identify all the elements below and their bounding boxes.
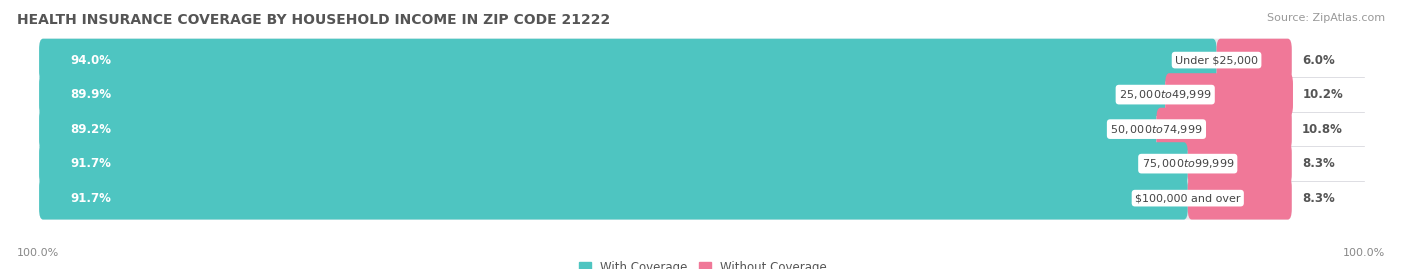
Text: 89.9%: 89.9%: [70, 88, 111, 101]
FancyBboxPatch shape: [1166, 73, 1294, 116]
FancyBboxPatch shape: [39, 177, 1292, 220]
FancyBboxPatch shape: [39, 39, 1292, 82]
FancyBboxPatch shape: [39, 73, 1166, 116]
Text: 8.3%: 8.3%: [1302, 192, 1334, 205]
Text: 8.3%: 8.3%: [1302, 157, 1334, 170]
FancyBboxPatch shape: [39, 177, 1188, 220]
Text: Source: ZipAtlas.com: Source: ZipAtlas.com: [1267, 13, 1385, 23]
Text: 6.0%: 6.0%: [1302, 54, 1334, 67]
Text: 91.7%: 91.7%: [70, 157, 111, 170]
Text: 91.7%: 91.7%: [70, 192, 111, 205]
Text: 10.8%: 10.8%: [1302, 123, 1343, 136]
Text: Under $25,000: Under $25,000: [1175, 55, 1258, 65]
FancyBboxPatch shape: [1157, 108, 1292, 151]
Text: 10.2%: 10.2%: [1303, 88, 1344, 101]
FancyBboxPatch shape: [39, 39, 1216, 82]
FancyBboxPatch shape: [39, 142, 1188, 185]
Text: $100,000 and over: $100,000 and over: [1135, 193, 1240, 203]
FancyBboxPatch shape: [39, 108, 1157, 151]
FancyBboxPatch shape: [39, 108, 1292, 151]
FancyBboxPatch shape: [39, 73, 1292, 116]
Text: 100.0%: 100.0%: [1343, 248, 1385, 258]
FancyBboxPatch shape: [1188, 142, 1292, 185]
Text: 89.2%: 89.2%: [70, 123, 111, 136]
FancyBboxPatch shape: [1188, 177, 1292, 220]
Text: $25,000 to $49,999: $25,000 to $49,999: [1119, 88, 1212, 101]
Text: $50,000 to $74,999: $50,000 to $74,999: [1111, 123, 1202, 136]
Legend: With Coverage, Without Coverage: With Coverage, Without Coverage: [574, 256, 832, 269]
Text: 100.0%: 100.0%: [17, 248, 59, 258]
Text: 94.0%: 94.0%: [70, 54, 111, 67]
Text: $75,000 to $99,999: $75,000 to $99,999: [1142, 157, 1234, 170]
Text: HEALTH INSURANCE COVERAGE BY HOUSEHOLD INCOME IN ZIP CODE 21222: HEALTH INSURANCE COVERAGE BY HOUSEHOLD I…: [17, 13, 610, 27]
FancyBboxPatch shape: [1216, 39, 1292, 82]
FancyBboxPatch shape: [39, 142, 1292, 185]
